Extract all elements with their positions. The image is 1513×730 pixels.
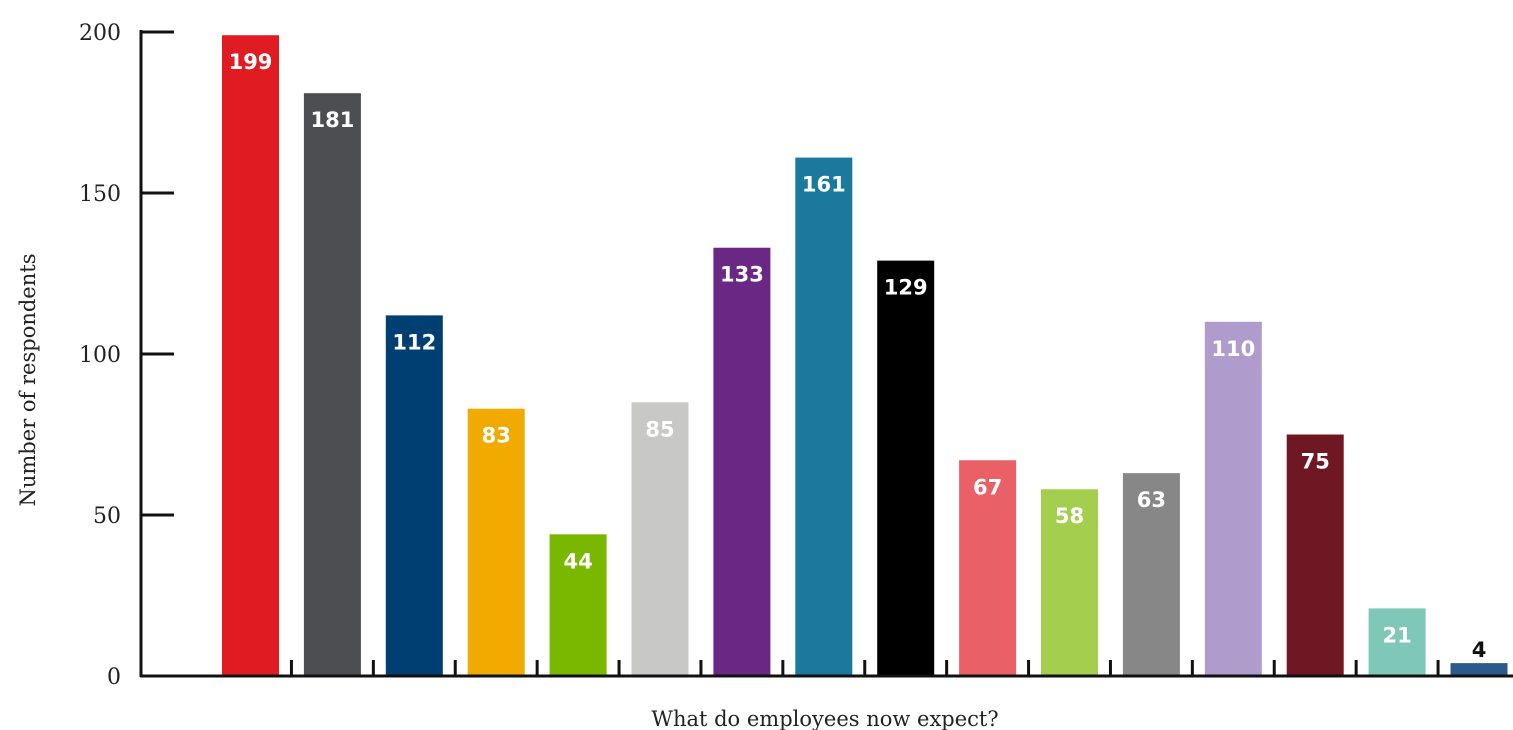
- bar: [1041, 489, 1098, 676]
- bar: [713, 247, 771, 677]
- y-tick-label: 100: [79, 343, 121, 368]
- x-axis-title: What do employees now expect?: [651, 707, 998, 730]
- bar-value-label: 199: [229, 50, 273, 74]
- bar: [467, 408, 525, 676]
- bar-value-label: 112: [392, 330, 436, 354]
- bar-value-label: 161: [802, 173, 846, 197]
- bar-value-label: 4: [1472, 638, 1487, 662]
- bar: [1368, 608, 1426, 676]
- bar: [1450, 663, 1508, 676]
- bar-value-label: 83: [482, 424, 511, 448]
- bar: [303, 93, 361, 677]
- bar-value-label: 21: [1382, 623, 1411, 647]
- bar-value-label: 63: [1137, 488, 1166, 512]
- bar: [959, 460, 1017, 676]
- bar: [549, 534, 607, 676]
- bar-value-label: 85: [645, 417, 674, 441]
- bar-value-label: 44: [563, 549, 592, 573]
- bar: [222, 35, 279, 677]
- bar: [385, 315, 443, 676]
- y-tick-label: 150: [79, 182, 121, 207]
- bar-value-label: 75: [1301, 450, 1330, 474]
- bar: [1204, 321, 1262, 676]
- bar: [795, 157, 853, 676]
- y-axis: 0 50 100 150 200: [79, 21, 174, 690]
- bar: [631, 402, 689, 676]
- y-tick-label: 50: [93, 504, 121, 529]
- y-tick-label: 200: [79, 21, 121, 46]
- bar-value-label: 67: [973, 475, 1002, 499]
- bar: [877, 260, 935, 676]
- bar: [1286, 434, 1344, 676]
- y-tick-label: 0: [107, 665, 121, 690]
- bar: [1122, 473, 1180, 676]
- bar-value-label: 181: [310, 108, 354, 132]
- x-axis: [140, 660, 1513, 678]
- bars-group: 199 181 112 83 44 85 133 161 129 67 58 63 110 75 21 4: [222, 35, 1508, 677]
- bar-value-label: 129: [884, 276, 928, 300]
- y-axis-title: Number of respondents: [16, 254, 40, 507]
- bar-value-label: 133: [720, 263, 764, 287]
- bar-value-label: 110: [1211, 337, 1255, 361]
- bar-value-label: 58: [1055, 504, 1084, 528]
